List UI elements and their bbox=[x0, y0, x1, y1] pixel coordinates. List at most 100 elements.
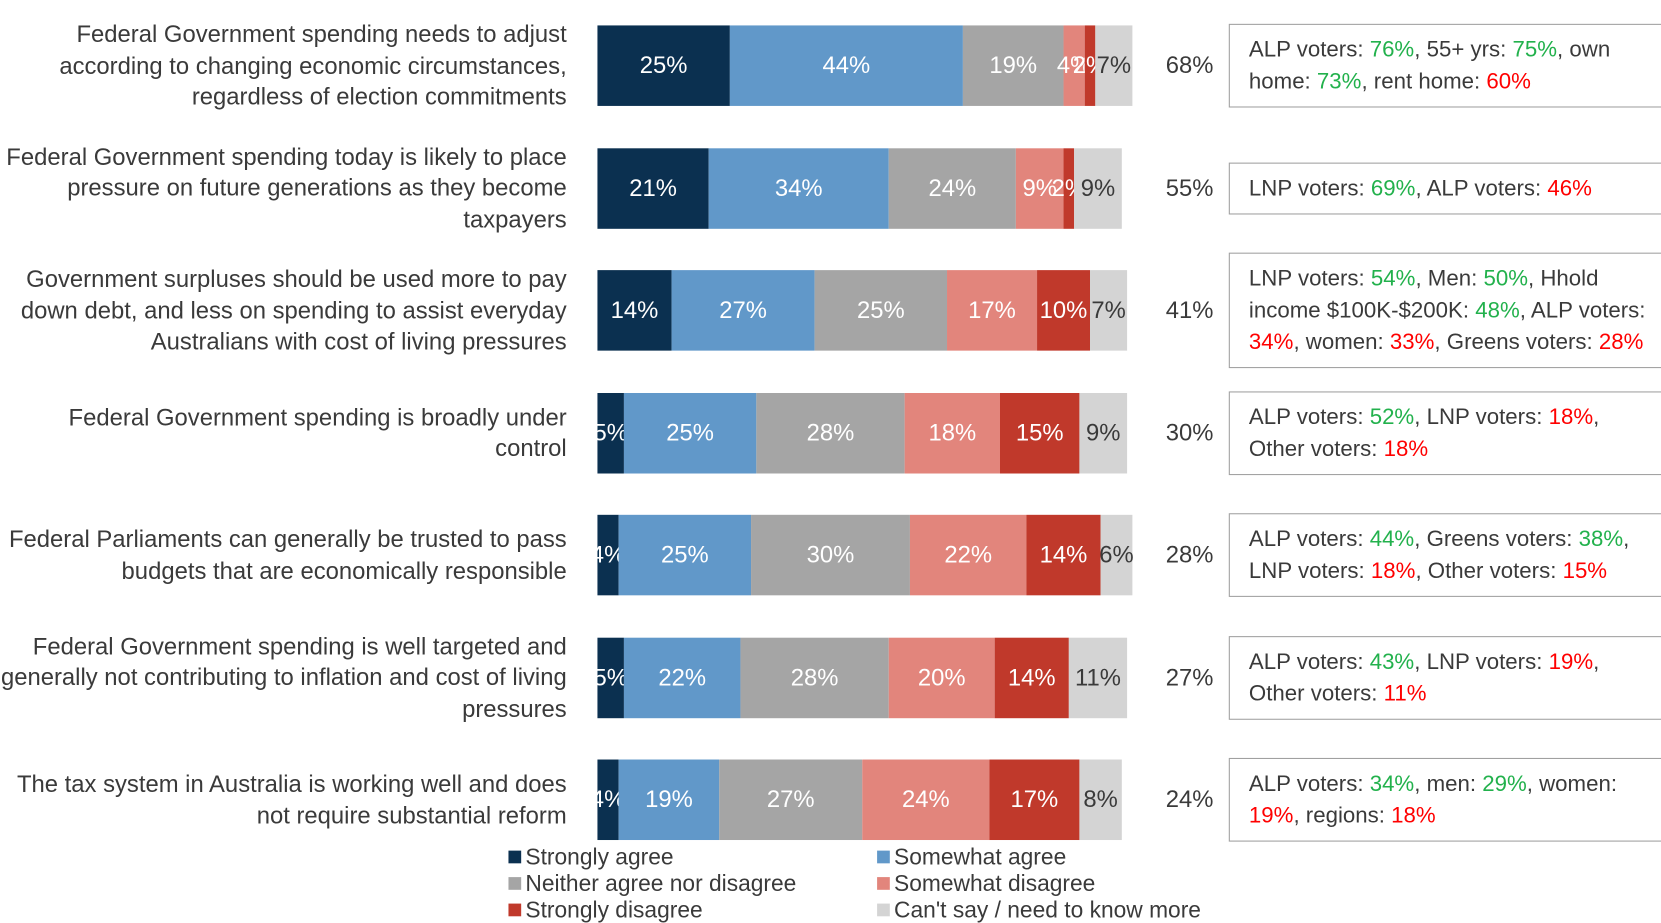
legend-item: Strongly disagree bbox=[508, 897, 703, 923]
data-label: 25% bbox=[856, 296, 905, 324]
legend-label: Neither agree nor disagree bbox=[525, 870, 797, 897]
data-label: 25% bbox=[666, 418, 714, 446]
bar-segment: 8% bbox=[1079, 759, 1122, 841]
legend-item: Strongly agree bbox=[508, 844, 674, 870]
bar-segment: 21% bbox=[597, 147, 709, 229]
note-text: , LNP voters: bbox=[1414, 649, 1549, 674]
bar-segment: 27% bbox=[719, 759, 863, 841]
bar-segment: 19% bbox=[962, 25, 1064, 106]
note-text: 33% bbox=[1389, 329, 1435, 355]
note-box: ALP voters: 43%, LNP voters: 19%, Other … bbox=[1228, 635, 1661, 720]
note-text: 15% bbox=[1562, 558, 1608, 584]
bar-segment: 44% bbox=[729, 25, 963, 106]
bar-segment: 28% bbox=[756, 392, 905, 473]
data-label: 24% bbox=[901, 786, 950, 813]
bar-segment: 15% bbox=[999, 392, 1080, 473]
bar-segment: 2% bbox=[1073, 25, 1107, 106]
note-text: 50% bbox=[1483, 266, 1528, 291]
data-label: 18% bbox=[928, 418, 977, 446]
note-text: , ALP voters: bbox=[1415, 175, 1548, 201]
data-label: 30% bbox=[806, 541, 855, 568]
bar-segment: 2% bbox=[1052, 147, 1086, 229]
note-text: 11% bbox=[1383, 681, 1427, 706]
note-text: 75% bbox=[1512, 37, 1558, 62]
note-text: , rent home: bbox=[1361, 69, 1487, 94]
data-label: 5% bbox=[593, 663, 628, 691]
bar-segment: 34% bbox=[708, 147, 889, 229]
note-text: ALP voters: bbox=[1248, 404, 1370, 430]
note-box: ALP voters: 44%, Greens voters: 38%, LNP… bbox=[1228, 513, 1661, 597]
net-agree-label: 68% bbox=[1165, 51, 1214, 79]
legend-label: Strongly disagree bbox=[525, 897, 703, 923]
note-text: , Hhold income $100K-$200K: bbox=[1248, 266, 1599, 323]
bar-segment: 17% bbox=[989, 759, 1080, 841]
note-text: 48% bbox=[1475, 298, 1520, 323]
bar-segment: 14% bbox=[597, 270, 672, 351]
note-text: , Other voters: bbox=[1248, 404, 1600, 461]
bar-segment: 10% bbox=[1037, 270, 1091, 351]
note-text: 60% bbox=[1486, 69, 1531, 94]
legend-swatch bbox=[508, 850, 522, 864]
net-agree-label: 24% bbox=[1165, 786, 1214, 813]
net-agree-label: 30% bbox=[1165, 418, 1214, 446]
bar-segment: 4% bbox=[591, 514, 625, 596]
net-agree-label: 28% bbox=[1165, 541, 1214, 568]
category-label: Federal Government spending needs to adj… bbox=[59, 20, 567, 110]
note-text: , Men: bbox=[1415, 266, 1484, 291]
legend-swatch bbox=[508, 903, 522, 917]
data-label: 7% bbox=[1091, 296, 1126, 324]
data-label: 34% bbox=[774, 174, 823, 201]
note-text: , own home: bbox=[1248, 37, 1611, 94]
note-text: ALP voters: bbox=[1248, 649, 1370, 674]
note-text: , women: bbox=[1293, 329, 1390, 355]
note-text: 18% bbox=[1383, 436, 1429, 461]
note-box: LNP voters: 54%, Men: 50%, Hhold income … bbox=[1228, 252, 1661, 369]
data-label: 25% bbox=[639, 51, 688, 79]
bar-segment: 24% bbox=[862, 759, 990, 841]
note-text: , Greens voters: bbox=[1434, 329, 1599, 355]
data-label: 9% bbox=[1080, 174, 1116, 201]
note-box: ALP voters: 34%, men: 29%, women: 19%, r… bbox=[1228, 757, 1661, 842]
category-label: Government surpluses should be used more… bbox=[20, 265, 567, 355]
legend-label: Somewhat agree bbox=[894, 844, 1067, 870]
category-label: Federal Government spending is broadly u… bbox=[68, 403, 567, 462]
net-agree-label: 55% bbox=[1165, 174, 1214, 201]
legend-swatch bbox=[877, 850, 890, 864]
bar-segment: 6% bbox=[1099, 514, 1134, 596]
note-text: 18% bbox=[1370, 558, 1416, 584]
note-text: 73% bbox=[1316, 69, 1362, 94]
legend-label: Somewhat disagree bbox=[894, 870, 1096, 897]
data-label: 19% bbox=[645, 786, 693, 813]
note-text: , Other voters: bbox=[1415, 558, 1563, 584]
note-text: , Other voters: bbox=[1248, 649, 1600, 706]
bar-segment: 9% bbox=[1074, 147, 1122, 229]
data-label: 10% bbox=[1039, 296, 1088, 324]
bar-segment: 4% bbox=[591, 759, 625, 841]
net-agree-label: 41% bbox=[1165, 296, 1214, 324]
note-text: 76% bbox=[1369, 37, 1415, 62]
note-text: 52% bbox=[1369, 404, 1415, 430]
legend-item: Somewhat disagree bbox=[877, 871, 1095, 896]
data-label: 14% bbox=[1007, 663, 1056, 691]
data-label: 9% bbox=[1086, 418, 1121, 446]
bar-segment: 5% bbox=[593, 392, 628, 473]
note-text: ALP voters: bbox=[1248, 37, 1370, 62]
data-label: 25% bbox=[660, 541, 709, 568]
bar-segment: 22% bbox=[909, 514, 1027, 596]
note-text: 69% bbox=[1370, 175, 1416, 201]
note-text: , men: bbox=[1414, 771, 1483, 797]
note-text: ALP voters: bbox=[1248, 527, 1370, 552]
legend-item: Neither agree nor disagree bbox=[508, 871, 796, 896]
note-text: , LNP voters: bbox=[1414, 404, 1549, 430]
data-label: 22% bbox=[658, 663, 707, 691]
note-text: , women: bbox=[1526, 771, 1618, 797]
legend-swatch bbox=[877, 903, 890, 917]
data-label: 11% bbox=[1074, 663, 1121, 691]
category-label: The tax system in Australia is working w… bbox=[16, 770, 567, 829]
data-label: 22% bbox=[944, 541, 993, 568]
bar-segment: 7% bbox=[1090, 270, 1128, 351]
note-text: LNP voters: bbox=[1248, 175, 1371, 201]
data-label: 8% bbox=[1083, 786, 1118, 813]
